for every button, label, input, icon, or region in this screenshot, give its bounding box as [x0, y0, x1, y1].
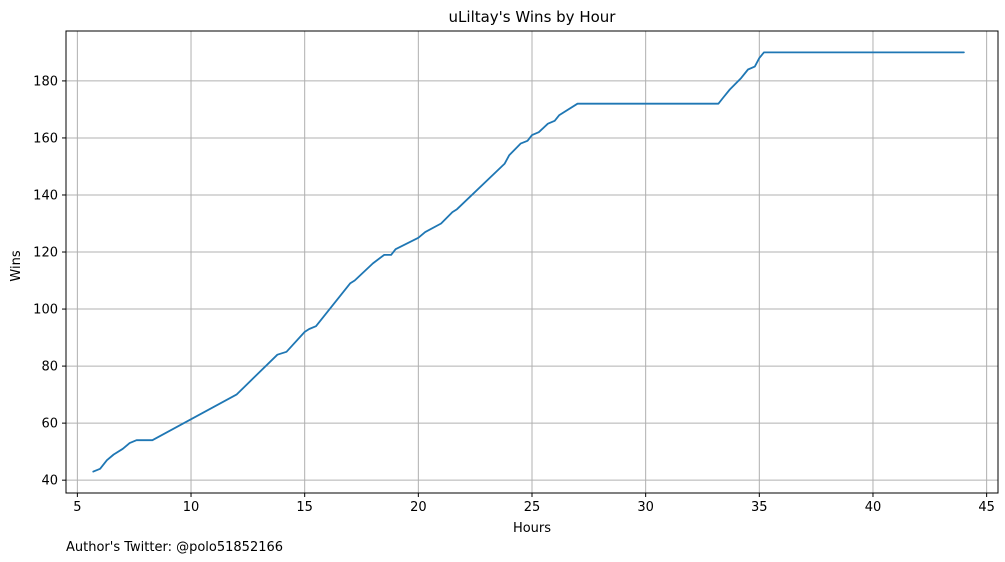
series-line-0 [92, 51, 965, 473]
x-tick-label: 5 [73, 500, 81, 515]
x-axis-ticks: 5 10 15 20 25 30 35 40 45 [73, 493, 995, 515]
x-tick-label: 45 [978, 500, 995, 515]
x-tick-label: 15 [296, 500, 313, 515]
x-tick-label: 20 [410, 500, 427, 515]
y-tick-label: 180 [33, 74, 58, 89]
y-tick-label: 120 [33, 246, 58, 261]
y-tick-label: 100 [33, 303, 58, 318]
y-tick-label: 160 [33, 131, 58, 146]
x-tick-label: 30 [637, 500, 654, 515]
y-tick-label: 80 [41, 360, 58, 375]
author-credit: Author's Twitter: @polo51852166 [66, 540, 283, 555]
x-axis-label: Hours [513, 521, 551, 536]
y-tick-label: 40 [41, 474, 58, 489]
y-axis-ticks: 40 60 80 100 120 140 160 180 [33, 74, 66, 489]
x-tick-label: 10 [183, 500, 200, 515]
grid [66, 31, 998, 493]
x-tick-label: 40 [865, 500, 882, 515]
series-layer [92, 51, 965, 473]
chart-title: uLiltay's Wins by Hour [449, 8, 617, 26]
x-tick-label: 25 [524, 500, 541, 515]
x-tick-label: 35 [751, 500, 768, 515]
y-axis-label: Wins [9, 250, 24, 281]
y-tick-label: 140 [33, 188, 58, 203]
y-tick-label: 60 [41, 417, 58, 432]
